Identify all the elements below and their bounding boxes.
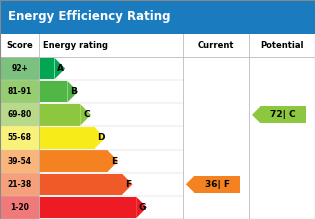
Text: G: G (139, 203, 146, 212)
FancyBboxPatch shape (260, 106, 306, 123)
Text: D: D (97, 133, 104, 143)
FancyBboxPatch shape (0, 196, 39, 219)
Text: Energy Efficiency Rating: Energy Efficiency Rating (8, 11, 170, 23)
Text: Energy rating: Energy rating (43, 41, 107, 50)
FancyBboxPatch shape (0, 80, 39, 103)
FancyBboxPatch shape (0, 150, 39, 173)
FancyBboxPatch shape (0, 57, 39, 80)
FancyBboxPatch shape (0, 34, 315, 57)
FancyBboxPatch shape (194, 176, 240, 193)
Text: E: E (111, 157, 117, 166)
FancyBboxPatch shape (0, 173, 39, 196)
Polygon shape (186, 176, 194, 193)
Polygon shape (122, 174, 133, 195)
FancyBboxPatch shape (39, 150, 107, 172)
FancyBboxPatch shape (0, 126, 39, 150)
Polygon shape (67, 81, 78, 102)
Text: 39-54: 39-54 (8, 157, 32, 166)
Text: B: B (70, 87, 77, 96)
Text: 69-80: 69-80 (8, 110, 32, 119)
FancyBboxPatch shape (0, 0, 315, 34)
Text: Current: Current (198, 41, 234, 50)
Text: 55-68: 55-68 (8, 133, 32, 143)
Text: 92+: 92+ (11, 64, 28, 73)
Polygon shape (252, 106, 260, 123)
FancyBboxPatch shape (0, 103, 39, 126)
Text: 36| F: 36| F (205, 180, 230, 189)
Text: C: C (83, 110, 90, 119)
FancyBboxPatch shape (39, 197, 136, 218)
FancyBboxPatch shape (39, 104, 80, 125)
Polygon shape (80, 104, 91, 125)
Text: Score: Score (6, 41, 33, 50)
FancyBboxPatch shape (39, 58, 54, 79)
FancyBboxPatch shape (0, 57, 315, 219)
Text: 21-38: 21-38 (8, 180, 32, 189)
Text: 1-20: 1-20 (10, 203, 29, 212)
Polygon shape (136, 197, 147, 218)
FancyBboxPatch shape (39, 127, 94, 149)
Polygon shape (107, 150, 118, 172)
Polygon shape (94, 127, 105, 149)
FancyBboxPatch shape (39, 174, 122, 195)
Text: A: A (57, 64, 64, 73)
FancyBboxPatch shape (39, 81, 67, 102)
Polygon shape (54, 58, 65, 79)
Text: F: F (125, 180, 132, 189)
Text: 72| C: 72| C (271, 110, 296, 119)
Text: 81-91: 81-91 (8, 87, 32, 96)
Text: Potential: Potential (260, 41, 304, 50)
